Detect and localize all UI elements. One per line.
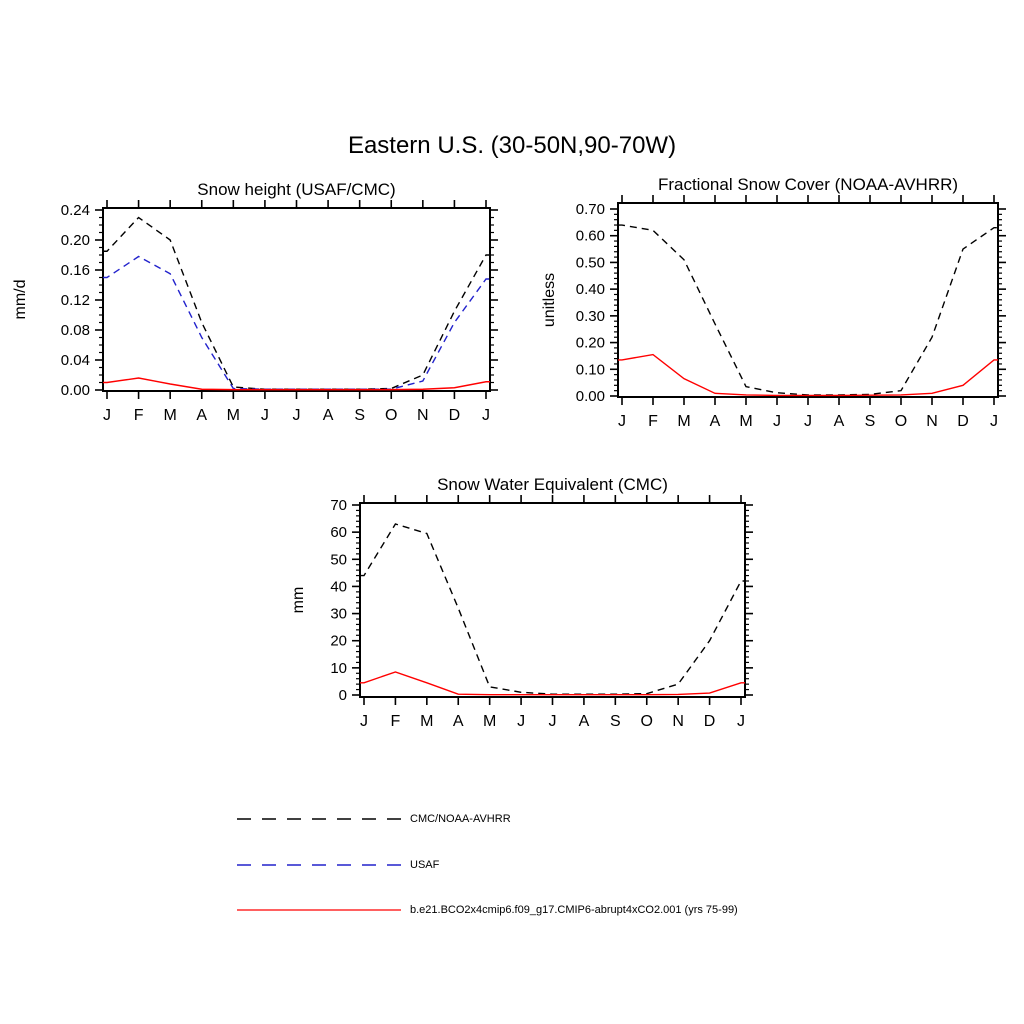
x-tick-label: J	[618, 413, 626, 430]
x-tick-label: D	[449, 407, 461, 424]
y-tick-label: 10	[330, 660, 347, 677]
x-tick-label: M	[420, 713, 433, 730]
x-tick-label: O	[385, 407, 397, 424]
y-axis-label: unitless	[541, 273, 558, 327]
x-tick-label: J	[293, 407, 301, 424]
y-tick-label: 0.30	[576, 308, 605, 325]
chart-snow-height: 0.00 0.04 0.08 0.12 0.16 0.20 0.24 J F M A M J J A S O N D…	[12, 180, 498, 424]
x-tick-label: J	[482, 407, 490, 424]
series-line-cmc-noaa-avhrr	[618, 224, 998, 396]
legend-label: b.e21.BCO2x4cmip6.f09_g17.CMIP6-abrupt4x…	[410, 904, 738, 916]
legend-line-red-solid	[237, 909, 401, 911]
y-tick-label: 0.10	[576, 361, 605, 378]
x-tick-label: A	[323, 407, 334, 424]
y-tick-label: 0.08	[61, 322, 90, 339]
x-tick-label: J	[360, 713, 368, 730]
x-tick-label: J	[261, 407, 269, 424]
legend-item-model-run: b.e21.BCO2x4cmip6.f09_g17.CMIP6-abrupt4x…	[236, 904, 738, 916]
plot-frame	[359, 502, 746, 698]
y-tick-label: 0.12	[61, 292, 90, 309]
x-tick-label: J	[990, 413, 998, 430]
x-tick-label: M	[227, 407, 240, 424]
series-line-b-e21-bco2x4cmip6-f09-g17-cmip	[103, 377, 490, 391]
y-tick-label: 50	[330, 551, 347, 568]
x-tick-label: A	[710, 413, 721, 430]
series-line-b-e21-bco2x4cmip6-f09-g17-cmip	[618, 353, 998, 397]
x-tick-label: M	[677, 413, 690, 430]
x-tick-label: S	[610, 713, 621, 730]
y-tick-label: 0.00	[576, 388, 605, 405]
x-tick-label: F	[391, 713, 401, 730]
axis-ticks	[95, 200, 498, 399]
legend-item-usaf: USAF	[236, 859, 439, 871]
x-tick-label: J	[804, 413, 812, 430]
series-line-cmc-noaa-avhrr	[103, 216, 490, 390]
x-tick-label: N	[926, 413, 938, 430]
chart-title: Fractional Snow Cover (NOAA-AVHRR)	[658, 175, 958, 194]
plot-frame	[102, 207, 491, 392]
series-line-b-e21-bco2x4cmip6-f09-g17-cmip	[360, 671, 745, 696]
legend-label: CMC/NOAA-AVHRR	[410, 813, 511, 825]
legend-line-blue-dashed	[237, 864, 401, 866]
plot-frame	[617, 202, 999, 398]
x-tick-label: A	[834, 413, 845, 430]
x-tick-label: J	[103, 407, 111, 424]
y-tick-label: 0.70	[576, 201, 605, 218]
x-tick-label: A	[579, 713, 590, 730]
x-tick-label: M	[164, 407, 177, 424]
series-line-usaf	[103, 255, 490, 390]
x-tick-label: D	[704, 713, 716, 730]
legend-label: USAF	[410, 859, 440, 871]
x-tick-label: J	[517, 713, 525, 730]
y-tick-label: 70	[330, 497, 347, 514]
x-tick-label: F	[134, 407, 144, 424]
x-tick-label: O	[641, 713, 653, 730]
y-tick-label: 0.20	[61, 232, 90, 249]
axis-ticks	[610, 195, 1006, 405]
y-tick-label: 0.04	[61, 352, 90, 369]
x-tick-label: J	[737, 713, 745, 730]
y-axis-label: mm	[290, 587, 307, 614]
chart-fractional-snow-cover: 0.00 0.10 0.20 0.30 0.40 0.50 0.60 0.70 J F M A M J J A…	[541, 175, 1006, 430]
y-tick-label: 0.16	[61, 262, 90, 279]
chart-snow-water-equivalent: 0 10 20 30 40 50 60 70 J F M A M J J A S O N D J Snow Water E…	[290, 475, 753, 730]
y-tick-label: 0.20	[576, 335, 605, 352]
x-tick-label: S	[865, 413, 876, 430]
y-tick-label: 30	[330, 606, 347, 623]
axis-ticks	[352, 495, 753, 705]
legend-item-cmc-noaa-avhrr: CMC/NOAA-AVHRR	[236, 813, 511, 825]
y-tick-label: 0.60	[576, 228, 605, 245]
x-tick-label: J	[549, 713, 557, 730]
y-tick-label: 40	[330, 578, 347, 595]
y-tick-label: 0.00	[61, 382, 90, 399]
y-tick-label: 20	[330, 633, 347, 650]
y-tick-label: 0.40	[576, 281, 605, 298]
y-tick-label: 0	[339, 687, 347, 704]
x-tick-label: N	[417, 407, 429, 424]
y-axis-label: mm/d	[12, 280, 29, 320]
x-tick-label: J	[773, 413, 781, 430]
x-tick-label: N	[672, 713, 684, 730]
series-line-cmc-noaa-avhrr	[360, 523, 745, 695]
x-tick-label: S	[354, 407, 365, 424]
x-tick-label: A	[196, 407, 207, 424]
y-tick-label: 60	[330, 524, 347, 541]
legend-line-black-dashed	[237, 818, 401, 820]
x-tick-label: M	[739, 413, 752, 430]
x-tick-label: O	[895, 413, 907, 430]
figure-title: Eastern U.S. (30-50N,90-70W)	[347, 132, 677, 159]
y-tick-label: 0.24	[61, 202, 90, 219]
x-tick-label: M	[483, 713, 496, 730]
y-tick-label: 0.50	[576, 254, 605, 271]
chart-title: Snow Water Equivalent (CMC)	[437, 475, 668, 494]
x-tick-label: A	[453, 713, 464, 730]
x-tick-label: D	[957, 413, 969, 430]
x-tick-label: F	[648, 413, 658, 430]
chart-title: Snow height (USAF/CMC)	[197, 180, 395, 199]
